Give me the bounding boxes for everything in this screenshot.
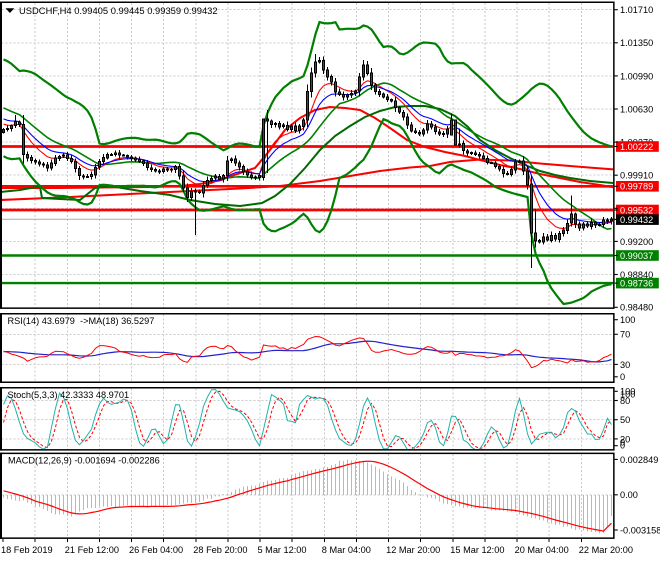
svg-text:Stoch(5,3,3) 42.3333 48.9701: Stoch(5,3,3) 42.3333 48.9701 bbox=[8, 390, 130, 400]
svg-text:21 Feb 12:00: 21 Feb 12:00 bbox=[65, 545, 119, 555]
svg-text:1.00630: 1.00630 bbox=[620, 104, 653, 114]
svg-text:80: 80 bbox=[620, 396, 630, 406]
svg-text:100: 100 bbox=[620, 315, 635, 325]
svg-text:1.01710: 1.01710 bbox=[620, 5, 653, 15]
svg-text:0.99532: 0.99532 bbox=[620, 205, 653, 215]
svg-text:100: 100 bbox=[620, 390, 635, 400]
svg-text:30: 30 bbox=[620, 360, 630, 370]
svg-text:5 Mar 12:00: 5 Mar 12:00 bbox=[258, 545, 307, 555]
svg-text:1.00990: 1.00990 bbox=[620, 71, 653, 81]
svg-text:70: 70 bbox=[620, 330, 630, 340]
svg-text:28 Feb 20:00: 28 Feb 20:00 bbox=[193, 545, 247, 555]
svg-text:18 Feb 2019: 18 Feb 2019 bbox=[1, 545, 53, 555]
svg-text:8 Mar 04:00: 8 Mar 04:00 bbox=[322, 545, 371, 555]
svg-text:12 Mar 20:00: 12 Mar 20:00 bbox=[386, 545, 440, 555]
svg-text:0.99910: 0.99910 bbox=[620, 171, 653, 181]
svg-text:0: 0 bbox=[620, 437, 625, 447]
svg-text:0.98480: 0.98480 bbox=[620, 303, 653, 313]
svg-text:0.99789: 0.99789 bbox=[620, 182, 653, 192]
svg-text:0: 0 bbox=[620, 372, 625, 382]
svg-text:0.99200: 0.99200 bbox=[620, 237, 653, 247]
svg-text:0.99432: 0.99432 bbox=[620, 215, 653, 225]
svg-text:-0.003158: -0.003158 bbox=[620, 525, 660, 535]
svg-text:20: 20 bbox=[620, 434, 630, 444]
svg-text:MACD(12,26,9) -0.001694 -0.002: MACD(12,26,9) -0.001694 -0.002286 bbox=[8, 456, 160, 466]
svg-text:0.002849: 0.002849 bbox=[620, 455, 658, 465]
svg-text:26 Feb 04:00: 26 Feb 04:00 bbox=[129, 545, 183, 555]
svg-text:USDCHF,H4 0.99405 0.99445 0.99: USDCHF,H4 0.99405 0.99445 0.99359 0.9943… bbox=[19, 5, 218, 16]
svg-text:0: 0 bbox=[620, 441, 625, 451]
svg-text:20 Mar 04:00: 20 Mar 04:00 bbox=[515, 545, 569, 555]
svg-text:0.99037: 0.99037 bbox=[620, 251, 653, 261]
svg-text:0.98736: 0.98736 bbox=[620, 279, 653, 289]
svg-text:1.00222: 1.00222 bbox=[620, 142, 653, 152]
svg-text:1.01350: 1.01350 bbox=[620, 38, 653, 48]
svg-text:15 Mar 12:00: 15 Mar 12:00 bbox=[450, 545, 504, 555]
svg-text:0.00: 0.00 bbox=[620, 490, 638, 500]
svg-text:50: 50 bbox=[620, 415, 630, 425]
svg-text:22 Mar 20:00: 22 Mar 20:00 bbox=[579, 545, 633, 555]
svg-text:0.98840: 0.98840 bbox=[620, 270, 653, 280]
svg-text:100: 100 bbox=[620, 386, 635, 396]
svg-text:RSI(14) 43.6979 ->MA(18) 36.5: RSI(14) 43.6979 ->MA(18) 36.5297 bbox=[8, 316, 155, 326]
